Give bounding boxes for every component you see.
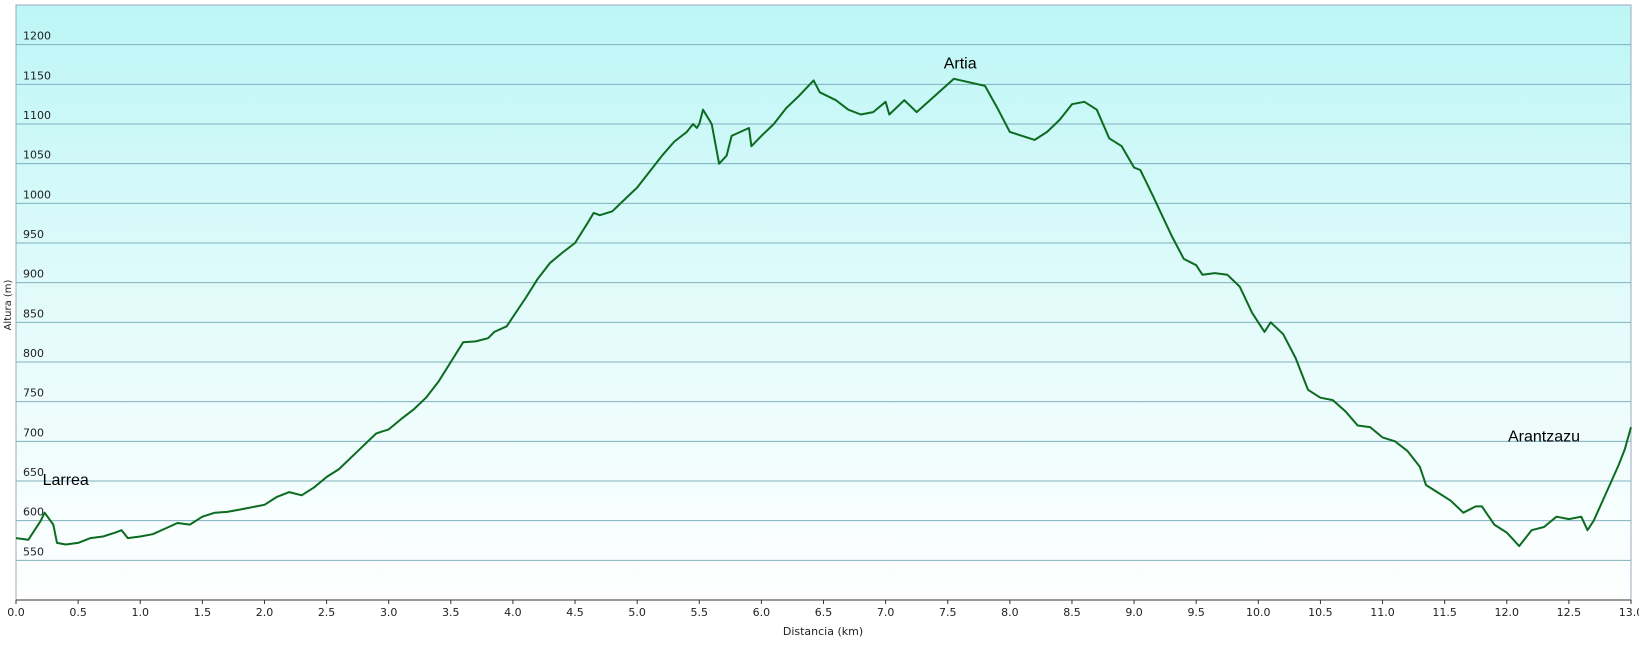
y-tick-label: 700 — [23, 426, 44, 439]
x-tick-label: 10.5 — [1308, 606, 1333, 619]
x-tick-label: 11.5 — [1432, 606, 1457, 619]
x-tick-label: 11.0 — [1370, 606, 1395, 619]
x-tick-label: 4.5 — [566, 606, 584, 619]
x-axis-label: Distancia (km) — [783, 625, 863, 638]
x-tick-label: 7.0 — [877, 606, 895, 619]
x-tick-label: 0.5 — [69, 606, 87, 619]
y-tick-label: 950 — [23, 228, 44, 241]
y-tick-label: 1200 — [23, 30, 51, 43]
annotation: Larrea — [43, 472, 89, 489]
y-tick-label: 750 — [23, 387, 44, 400]
x-tick-label: 3.0 — [380, 606, 398, 619]
x-tick-label: 6.0 — [753, 606, 771, 619]
y-tick-label: 650 — [23, 466, 44, 479]
y-tick-label: 600 — [23, 506, 44, 519]
x-tick-label: 2.0 — [256, 606, 274, 619]
y-axis-label: Altura (m) — [3, 279, 14, 330]
annotation: Artia — [944, 56, 977, 73]
y-tick-label: 1150 — [23, 69, 51, 82]
x-tick-label: 6.5 — [815, 606, 833, 619]
x-tick-label: 3.5 — [442, 606, 460, 619]
x-tick-label: 12.5 — [1557, 606, 1582, 619]
x-tick-label: 5.5 — [691, 606, 709, 619]
y-tick-label: 1000 — [23, 188, 51, 201]
y-tick-label: 900 — [23, 268, 44, 281]
x-tick-label: 9.0 — [1125, 606, 1143, 619]
x-tick-label: 13.0 — [1619, 606, 1639, 619]
x-tick-label: 7.5 — [939, 606, 957, 619]
x-tick-label: 2.5 — [318, 606, 336, 619]
y-tick-label: 1100 — [23, 109, 51, 122]
x-tick-label: 5.0 — [628, 606, 646, 619]
elevation-line — [15, 77, 1632, 548]
y-tick-label: 850 — [23, 307, 44, 320]
x-tick-label: 8.0 — [1001, 606, 1019, 619]
plot-area — [15, 4, 1632, 601]
y-tick-label: 800 — [23, 347, 44, 360]
x-tick-label: 8.5 — [1063, 606, 1081, 619]
x-tick-label: 9.5 — [1187, 606, 1205, 619]
annotation: Arantzazu — [1508, 429, 1580, 446]
x-tick-label: 1.5 — [194, 606, 212, 619]
x-tick-label: 4.0 — [504, 606, 522, 619]
x-tick-label: 10.0 — [1246, 606, 1271, 619]
x-tick-label: 12.0 — [1495, 606, 1520, 619]
y-tick-label: 550 — [23, 545, 44, 558]
x-tick-label: 0.0 — [7, 606, 25, 619]
x-tick-label: 1.0 — [131, 606, 149, 619]
y-tick-label: 1050 — [23, 149, 51, 162]
